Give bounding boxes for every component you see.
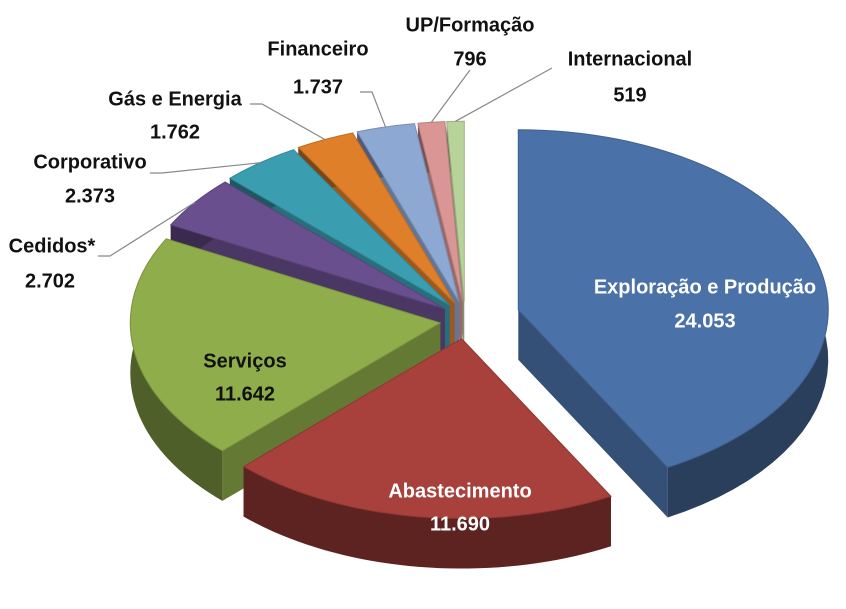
- slice: [297, 132, 455, 304]
- data-label-value: 11.690: [430, 513, 490, 535]
- data-label-name: Corporativo: [33, 151, 146, 173]
- data-label-value: 11.642: [215, 383, 275, 405]
- data-label-value: 2.373: [65, 185, 115, 207]
- data-label-value: 1.762: [150, 121, 200, 143]
- data-label-name: Exploração e Produção: [594, 276, 816, 298]
- leader-line: [250, 103, 326, 140]
- slice: [517, 129, 829, 469]
- data-label-name: Abastecimento: [388, 480, 531, 502]
- slice: [129, 238, 442, 452]
- leader-line: [430, 69, 471, 123]
- slice-wall: [518, 309, 668, 518]
- data-label-name: Serviços: [203, 350, 286, 372]
- data-label-value: 1.737: [293, 76, 343, 98]
- data-label-name: UP/Formação: [406, 14, 535, 36]
- slice: [242, 337, 612, 520]
- data-label-name: Cedidos*: [9, 235, 96, 257]
- slice: [228, 149, 451, 306]
- data-label-name: Gás e Energia: [108, 88, 242, 110]
- data-label-name: Internacional: [568, 48, 692, 70]
- data-label-value: 519: [613, 84, 646, 106]
- data-label-value: 24.053: [674, 310, 735, 332]
- slice: [446, 120, 465, 302]
- slice-tops: [129, 120, 829, 520]
- leader-line: [360, 91, 387, 128]
- data-label-value: 796: [453, 48, 486, 70]
- data-label-value: 2.702: [25, 270, 75, 292]
- slice: [356, 123, 460, 303]
- leader-line: [150, 162, 261, 174]
- leader-line: [98, 201, 196, 257]
- data-label-name: Financeiro: [267, 38, 368, 60]
- slice: [169, 181, 446, 310]
- leader-line: [455, 67, 553, 122]
